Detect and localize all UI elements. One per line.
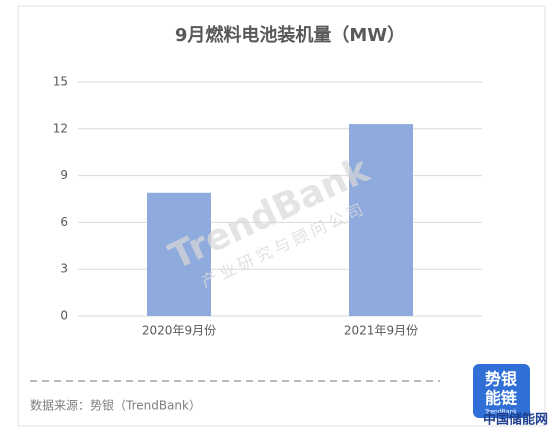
x-tick-label: 2020年9月份: [142, 324, 216, 338]
chart-title: 9月燃料电池装机量（MW）: [175, 24, 405, 46]
logo: [473, 364, 530, 418]
site-mark: 中国储能网: [483, 412, 548, 428]
bar: [349, 124, 413, 317]
x-tick-label: 2021年9月份: [344, 324, 418, 338]
logo-line2: 能链: [485, 389, 518, 408]
y-tick-label: 12: [53, 121, 68, 135]
logo-sub: TrendBank: [484, 409, 517, 416]
y-tick-label: 3: [60, 262, 68, 276]
source: 数据来源：势银（TrendBank）: [30, 398, 201, 413]
y-tick-label: 6: [60, 215, 68, 229]
y-tick-label: 9: [60, 168, 68, 182]
bar: [147, 192, 211, 316]
frame: [17, 5, 546, 427]
y-tick-label: 0: [60, 309, 68, 323]
logo-line1: 势银: [485, 370, 518, 389]
y-tick-label: 15: [53, 75, 68, 89]
